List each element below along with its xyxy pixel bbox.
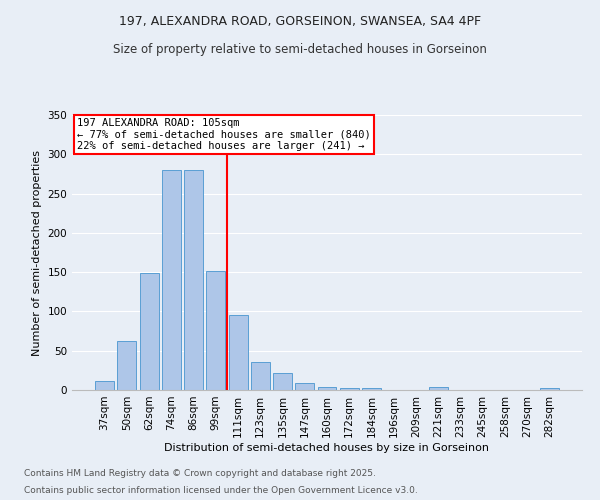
Text: Contains HM Land Registry data © Crown copyright and database right 2025.: Contains HM Land Registry data © Crown c…	[24, 468, 376, 477]
Text: 197 ALEXANDRA ROAD: 105sqm
← 77% of semi-detached houses are smaller (840)
22% o: 197 ALEXANDRA ROAD: 105sqm ← 77% of semi…	[77, 118, 371, 151]
Text: Size of property relative to semi-detached houses in Gorseinon: Size of property relative to semi-detach…	[113, 42, 487, 56]
Bar	[184, 170, 203, 390]
Bar	[162, 170, 181, 390]
Text: 197, ALEXANDRA ROAD, GORSEINON, SWANSEA, SA4 4PF: 197, ALEXANDRA ROAD, GORSEINON, SWANSEA,…	[119, 15, 481, 28]
Bar	[295, 383, 314, 390]
Bar	[118, 340, 136, 390]
Bar	[429, 387, 448, 390]
Bar	[362, 388, 381, 390]
Bar	[273, 372, 292, 390]
Text: Contains public sector information licensed under the Open Government Licence v3: Contains public sector information licen…	[24, 486, 418, 495]
Bar	[140, 273, 158, 390]
X-axis label: Distribution of semi-detached houses by size in Gorseinon: Distribution of semi-detached houses by …	[164, 442, 490, 452]
Bar	[229, 314, 248, 390]
Bar	[317, 387, 337, 390]
Bar	[95, 382, 114, 390]
Bar	[340, 388, 359, 390]
Bar	[251, 362, 270, 390]
Y-axis label: Number of semi-detached properties: Number of semi-detached properties	[32, 150, 42, 356]
Bar	[206, 270, 225, 390]
Bar	[540, 388, 559, 390]
